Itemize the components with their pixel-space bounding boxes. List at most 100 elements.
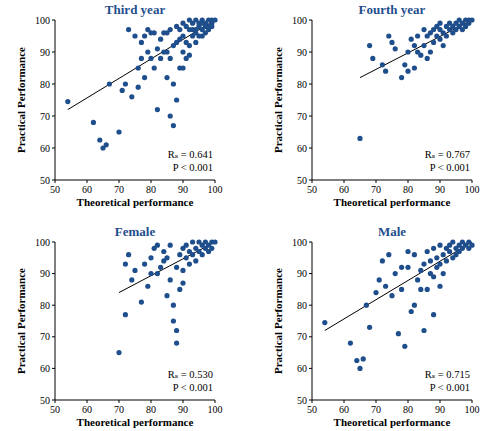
point: [168, 277, 173, 282]
y-tick-label: 80: [40, 300, 50, 311]
y-tick-label: 100: [35, 237, 50, 248]
annotation: Rₛ = 0.715: [425, 369, 470, 380]
point: [116, 129, 121, 134]
x-tick-label: 80: [403, 184, 413, 195]
x-tick-label: 50: [307, 184, 317, 195]
point: [180, 65, 185, 70]
point: [399, 265, 404, 270]
x-axis-label: Theoretical performance: [334, 196, 451, 208]
point: [155, 46, 160, 51]
y-tick: [52, 305, 55, 306]
x-tick: [215, 180, 216, 183]
point: [431, 40, 436, 45]
point: [193, 17, 198, 22]
y-tick: [309, 400, 312, 401]
point: [367, 43, 372, 48]
trendline: [119, 242, 215, 293]
y-tick-label: 100: [292, 237, 307, 248]
point: [171, 318, 176, 323]
point: [415, 33, 420, 38]
point: [168, 113, 173, 118]
x-axis: [312, 400, 472, 401]
y-tick: [52, 84, 55, 85]
y-tick-label: 50: [297, 175, 307, 186]
point: [161, 258, 166, 263]
y-tick: [52, 336, 55, 337]
y-tick: [52, 148, 55, 149]
y-axis-label: Practical Performance: [272, 47, 284, 153]
point: [370, 56, 375, 61]
y-tick: [309, 242, 312, 243]
point: [171, 123, 176, 128]
x-tick: [119, 180, 120, 183]
point: [174, 265, 179, 270]
point: [383, 284, 388, 289]
point: [168, 56, 173, 61]
point: [177, 287, 182, 292]
figure: Third year50607080901005060708090100Theo…: [0, 0, 500, 431]
point: [155, 271, 160, 276]
trendline: [360, 20, 472, 78]
x-tick-label: 100: [465, 404, 480, 415]
point: [399, 287, 404, 292]
point: [393, 46, 398, 51]
y-tick: [52, 52, 55, 53]
point: [421, 262, 426, 267]
x-tick: [87, 180, 88, 183]
point: [145, 27, 150, 32]
x-tick-label: 60: [339, 404, 349, 415]
point: [129, 277, 134, 282]
y-axis-label: Practical Performance: [272, 268, 284, 374]
point: [136, 65, 141, 70]
y-tick: [309, 336, 312, 337]
point: [383, 69, 388, 74]
point: [437, 21, 442, 26]
point: [136, 85, 141, 90]
title: Third year: [105, 2, 166, 17]
point: [348, 341, 353, 346]
x-tick-label: 80: [146, 404, 156, 415]
point: [171, 43, 176, 48]
point: [354, 358, 359, 363]
y-tick: [309, 52, 312, 53]
y-tick: [309, 148, 312, 149]
point: [380, 62, 385, 67]
annotation: Rₛ = 0.641: [168, 149, 213, 160]
plot-area: [322, 239, 474, 371]
point: [444, 258, 449, 263]
point: [412, 65, 417, 70]
point: [405, 249, 410, 254]
title: Female: [115, 224, 156, 239]
y-tick: [52, 180, 55, 181]
x-tick-label: 70: [371, 404, 381, 415]
x-tick: [151, 180, 152, 183]
annotation: P < 0.001: [430, 382, 470, 393]
point: [158, 56, 163, 61]
x-tick: [440, 400, 441, 403]
point: [123, 312, 128, 317]
panel: Third year50607080901005060708090100Theo…: [15, 2, 223, 208]
point: [177, 37, 182, 42]
point: [161, 249, 166, 254]
y-tick-label: 50: [297, 395, 307, 406]
x-axis-label: Theoretical performance: [77, 416, 194, 428]
point: [168, 243, 173, 248]
point: [180, 21, 185, 26]
y-tick-label: 60: [40, 143, 50, 154]
y-tick-label: 50: [40, 395, 50, 406]
point: [418, 268, 423, 273]
point: [184, 40, 189, 45]
point: [441, 271, 446, 276]
point: [441, 252, 446, 257]
point: [212, 17, 217, 22]
y-tick-label: 90: [40, 47, 50, 58]
point: [469, 17, 474, 22]
y-tick: [52, 368, 55, 369]
y-tick-label: 50: [40, 175, 50, 186]
point: [91, 120, 96, 125]
point: [425, 56, 430, 61]
point: [437, 243, 442, 248]
point: [152, 65, 157, 70]
point: [409, 309, 414, 314]
point: [164, 75, 169, 80]
